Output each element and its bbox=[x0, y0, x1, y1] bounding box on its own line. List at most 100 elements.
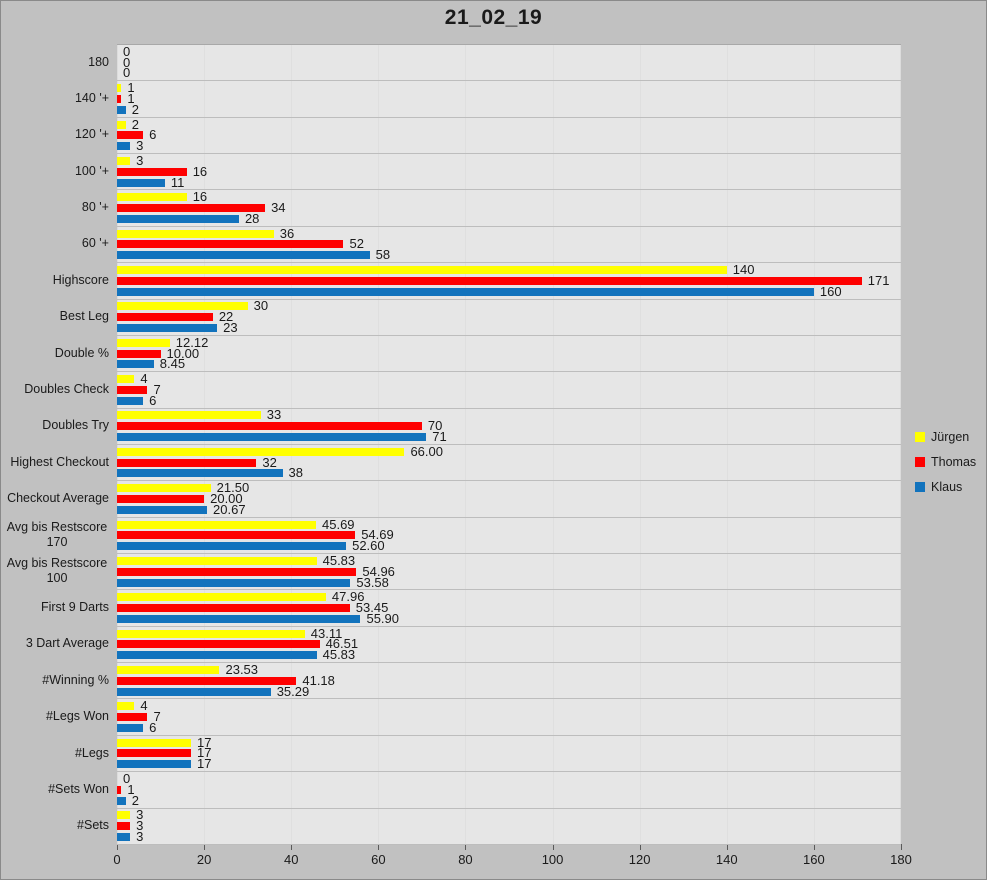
bar-klaus bbox=[117, 723, 144, 732]
bar-row: 41.18 bbox=[117, 674, 901, 687]
bar-value-label: 3 bbox=[136, 818, 144, 834]
bar-row: 160 bbox=[117, 285, 901, 298]
bar-jrgen bbox=[117, 411, 261, 420]
category-band: 16 34 28 bbox=[117, 189, 901, 227]
bar-klaus bbox=[117, 324, 218, 332]
bar-thomas bbox=[117, 458, 257, 467]
bar-value-label: 7 bbox=[153, 709, 161, 725]
bar-value-label: 52 bbox=[349, 236, 364, 252]
bar-jrgen bbox=[117, 811, 131, 820]
bar-klaus bbox=[117, 433, 427, 442]
bar-jrgen bbox=[117, 375, 135, 384]
x-tick-label: 100 bbox=[541, 852, 564, 867]
bar-klaus bbox=[117, 542, 347, 551]
x-tick-mark bbox=[813, 845, 815, 850]
chart-title: 21_02_19 bbox=[444, 6, 543, 29]
bar-value-label: 45.83 bbox=[322, 647, 356, 663]
bar-row: 3 bbox=[117, 818, 901, 834]
bar-value-label: 3 bbox=[136, 807, 144, 823]
category-band: 140 171 160 bbox=[117, 261, 901, 300]
bar-value-label: 16 bbox=[192, 189, 208, 205]
x-tick-mark bbox=[901, 845, 902, 850]
bar-thomas bbox=[117, 785, 122, 794]
bar-value-label: 36 bbox=[279, 225, 295, 241]
legend-label: Thomas bbox=[931, 454, 977, 469]
legend: Jürgen Thomas Klaus bbox=[915, 424, 976, 499]
bar-klaus bbox=[117, 178, 165, 187]
bar-row: 45.83 bbox=[117, 647, 901, 663]
bar-value-label: 7 bbox=[153, 381, 161, 397]
bar-row: 1 bbox=[117, 783, 901, 796]
bar-row: 6 bbox=[117, 721, 901, 734]
bar-jrgen bbox=[117, 520, 316, 529]
bar-thomas bbox=[117, 313, 213, 322]
bar-value-label: 140 bbox=[732, 261, 755, 277]
bar-thomas bbox=[117, 531, 356, 540]
bar-value-label: 4 bbox=[140, 371, 148, 387]
bar-row: 16 bbox=[117, 163, 901, 179]
bar-jrgen bbox=[117, 629, 305, 638]
bar-thomas bbox=[117, 604, 350, 613]
bar-row: 35.29 bbox=[117, 685, 901, 698]
bar-klaus bbox=[117, 651, 317, 660]
legend-item: Klaus bbox=[915, 474, 976, 499]
bar-klaus bbox=[117, 687, 271, 696]
category-band: 30 22 23 bbox=[117, 299, 901, 336]
category-band: 47.96 53.45 55.90 bbox=[117, 590, 901, 627]
bar-row: 54.96 bbox=[117, 563, 901, 579]
bar-klaus bbox=[117, 287, 814, 296]
bar-value-label: 32 bbox=[262, 454, 277, 470]
bar-row: 32 bbox=[117, 454, 901, 470]
bar-value-label: 28 bbox=[244, 210, 260, 226]
bar-row: 6 bbox=[117, 394, 901, 407]
bar-row: 30 bbox=[117, 299, 901, 312]
bar-row: 23.53 bbox=[117, 663, 901, 676]
category-label: #Legs bbox=[74, 745, 109, 760]
category-label: 180 bbox=[88, 54, 109, 69]
category-band: 3 16 11 bbox=[117, 154, 901, 191]
category-label: Avg bis Restscore 170 bbox=[6, 519, 108, 549]
bar-value-label: 16 bbox=[192, 163, 208, 179]
bar-klaus bbox=[117, 396, 144, 405]
bar-value-label: 0 bbox=[123, 65, 131, 81]
bar-row: 2 bbox=[117, 794, 901, 807]
bar-row: 17 bbox=[117, 734, 901, 750]
bar-value-label: 70 bbox=[427, 418, 443, 434]
bar-row: 7 bbox=[117, 381, 901, 397]
bar-row: 70 bbox=[117, 418, 901, 434]
category-label: First 9 Darts bbox=[40, 600, 109, 615]
bar-value-label: 6 bbox=[149, 127, 157, 143]
bar-value-label: 11 bbox=[170, 174, 185, 190]
bar-value-label: 3 bbox=[136, 829, 144, 845]
bar-row: 38 bbox=[117, 466, 901, 479]
legend-swatch bbox=[915, 456, 925, 467]
category-label: Doubles Try bbox=[42, 418, 109, 433]
bar-thomas bbox=[117, 95, 122, 104]
bar-value-label: 17 bbox=[197, 745, 212, 761]
bar-value-label: 54.69 bbox=[361, 527, 394, 543]
bar-row: 36 bbox=[117, 225, 901, 241]
bar-row: 71 bbox=[117, 430, 901, 443]
category-band: 33 70 71 bbox=[117, 408, 901, 445]
bar-klaus bbox=[117, 251, 370, 260]
bar-thomas bbox=[117, 276, 862, 285]
bar-row: 3 bbox=[117, 807, 901, 823]
bar-row: 7 bbox=[117, 709, 901, 725]
bar-value-label: 54.96 bbox=[362, 563, 395, 579]
bar-value-label: 58 bbox=[375, 247, 391, 263]
bar-value-label: 17 bbox=[197, 734, 212, 750]
category-band: 17 17 17 bbox=[117, 734, 901, 773]
bar-thomas bbox=[117, 567, 357, 576]
bar-value-label: 23 bbox=[223, 320, 238, 335]
category-label: Double % bbox=[54, 345, 109, 360]
legend-label: Klaus bbox=[931, 479, 963, 494]
bar-klaus bbox=[117, 214, 239, 223]
category-band: 45.69 54.69 52.60 bbox=[117, 518, 901, 555]
bar-row: 47.96 bbox=[117, 590, 901, 603]
bar-row: 0 bbox=[117, 56, 901, 69]
bar-value-label: 52.60 bbox=[352, 538, 385, 554]
